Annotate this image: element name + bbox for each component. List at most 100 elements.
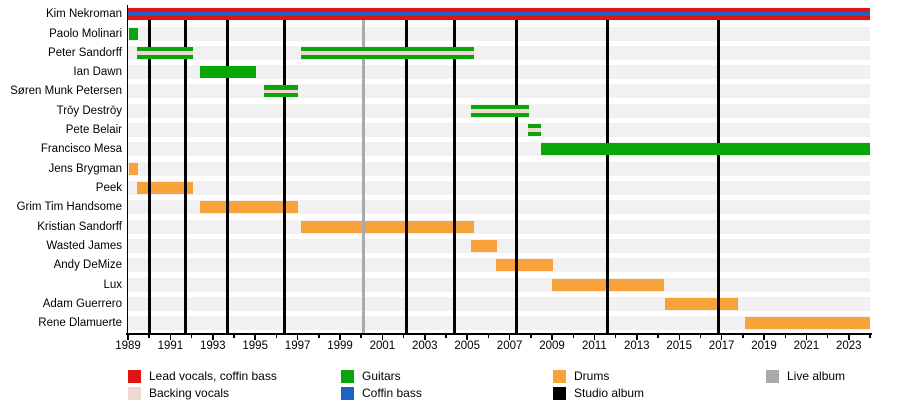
- year-label: 2019: [751, 340, 777, 352]
- year-label: 2013: [624, 340, 650, 352]
- year-tick: [784, 334, 786, 338]
- year-label: 2023: [836, 340, 862, 352]
- legend-swatch-black: [553, 387, 566, 400]
- row-band: [128, 45, 870, 60]
- row-band: [128, 297, 870, 311]
- row-band: [128, 161, 870, 176]
- member-label: Trōy Destrōy: [56, 104, 122, 117]
- legend-swatch-blue: [341, 387, 354, 400]
- year-label: 1995: [242, 340, 268, 352]
- year-label: 1993: [200, 340, 226, 352]
- legend-label: Studio album: [574, 386, 645, 400]
- year-tick: [254, 334, 256, 340]
- year-tick: [614, 334, 617, 338]
- year-label: 2003: [412, 340, 438, 352]
- studio-album-line: [605, 20, 609, 333]
- year-label: 1997: [284, 340, 311, 352]
- year-label: 1991: [157, 340, 184, 352]
- member-label: Ian Dawn: [73, 66, 122, 79]
- year-tick: [466, 334, 468, 340]
- timeline-bar-drums: [495, 259, 553, 272]
- timeline-bar-guitars_backing: [527, 124, 542, 137]
- legend-swatch-red: [128, 370, 141, 383]
- plot-left-border: [126, 4, 128, 333]
- year-tick: [869, 334, 871, 338]
- member-label: Pete Belair: [65, 124, 122, 137]
- timeline-bar-guitars: [200, 66, 257, 79]
- timeline-bar-drums: [471, 240, 497, 252]
- year-tick: [826, 334, 829, 338]
- member-label: Lux: [103, 278, 122, 291]
- row-band: [128, 181, 870, 195]
- member-label: Rene Dlamuerte: [38, 317, 122, 330]
- timeline-bar-guitars: [129, 27, 138, 40]
- backing-vocals-stripe: [136, 51, 193, 55]
- member-label: Peter Sandorff: [48, 46, 122, 59]
- year-tick: [275, 334, 278, 338]
- member-label: Grim Tim Handsome: [16, 201, 122, 214]
- year-tick: [572, 334, 574, 338]
- studio-album-line: [147, 20, 151, 333]
- row-band: [128, 316, 870, 331]
- row-band: [128, 65, 870, 80]
- row-band: [128, 219, 870, 234]
- year-tick: [424, 334, 426, 340]
- timeline-bar-drums: [129, 162, 138, 175]
- member-label: Kristian Sandorff: [37, 220, 122, 233]
- legend-label: Live album: [787, 369, 846, 383]
- row-band: [128, 123, 870, 138]
- timeline-bar-guitars_backing: [471, 104, 529, 117]
- year-tick: [445, 334, 447, 338]
- year-tick: [169, 334, 172, 340]
- year-label: 1989: [115, 340, 141, 352]
- member-label: Andy DeMize: [53, 259, 122, 272]
- year-tick: [763, 334, 765, 340]
- timeline-bar-guitars_backing: [136, 46, 193, 59]
- live-album-line: [361, 20, 365, 333]
- year-tick: [190, 334, 193, 338]
- year-tick: [402, 334, 405, 338]
- year-tick: [720, 334, 723, 340]
- year-label: 2021: [793, 340, 820, 352]
- studio-album-line: [716, 20, 720, 333]
- legend-label: Drums: [574, 369, 610, 383]
- year-label: 2001: [369, 340, 396, 352]
- year-label: 2007: [496, 340, 523, 352]
- row-band: [128, 200, 870, 215]
- year-label: 2005: [454, 340, 480, 352]
- timeline-bar-drums: [744, 317, 870, 330]
- studio-album-line: [226, 20, 230, 333]
- backing-vocals-stripe: [471, 109, 529, 113]
- year-tick: [848, 334, 850, 340]
- member-label: Kim Nekroman: [45, 8, 122, 21]
- row-band: [128, 26, 870, 41]
- legend-swatch-orange: [553, 370, 566, 383]
- member-label: Jens Brygman: [48, 162, 122, 175]
- year-tick: [339, 334, 341, 340]
- studio-album-line: [283, 20, 287, 333]
- year-tick: [381, 334, 384, 340]
- timeline-bar-drums: [200, 201, 298, 214]
- year-tick: [148, 334, 150, 338]
- timeline-bar-guitars: [541, 143, 870, 156]
- year-label: 2017: [708, 340, 735, 352]
- legend-label: Guitars: [362, 369, 401, 383]
- year-tick: [233, 334, 235, 338]
- legend-swatch-pink: [128, 387, 141, 400]
- member-label: Peek: [95, 182, 122, 194]
- year-tick: [487, 334, 490, 338]
- year-tick: [699, 334, 702, 338]
- year-tick: [212, 334, 214, 340]
- year-tick: [805, 334, 808, 340]
- member-label: Adam Guerrero: [42, 298, 122, 310]
- member-label: Francisco Mesa: [40, 143, 122, 156]
- year-label: 2009: [539, 340, 565, 352]
- studio-album-line: [183, 20, 187, 333]
- year-tick: [742, 334, 744, 338]
- year-tick: [593, 334, 596, 340]
- backing-vocals-stripe: [527, 128, 542, 132]
- legend-label: Backing vocals: [149, 386, 230, 400]
- year-tick: [636, 334, 638, 340]
- year-tick: [530, 334, 532, 338]
